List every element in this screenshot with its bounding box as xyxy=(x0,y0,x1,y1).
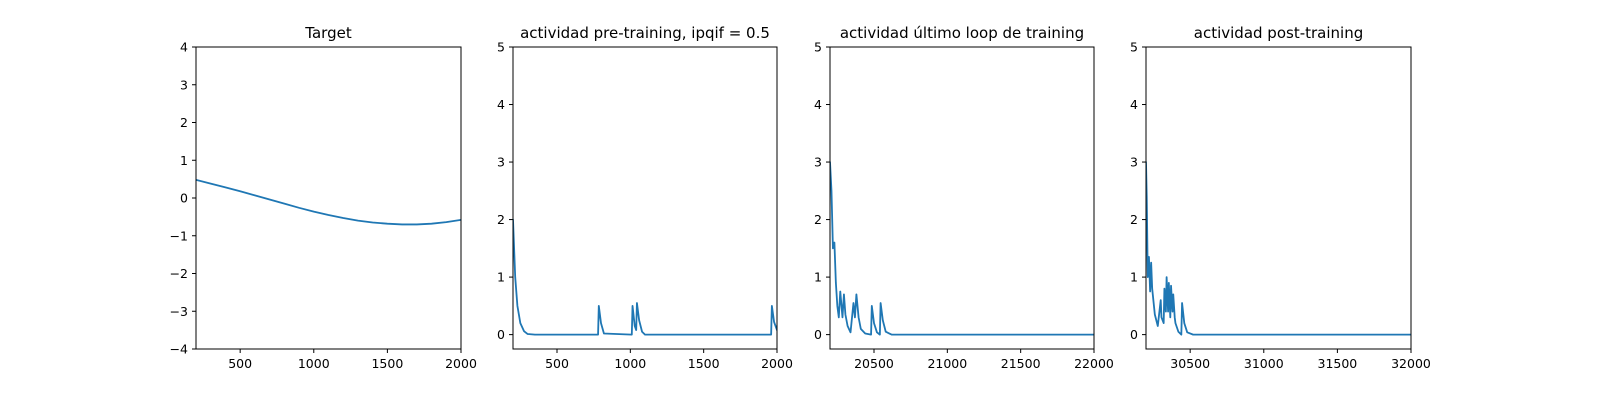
y-tick-label: 4 xyxy=(180,40,188,55)
y-tick-label: 3 xyxy=(180,77,188,92)
y-tick-label: 5 xyxy=(1130,40,1138,55)
x-tick-label: 31500 xyxy=(1318,356,1358,371)
x-tick-label: 20500 xyxy=(854,356,894,371)
chart-title: actividad pre-training, ipqif = 0.5 xyxy=(520,24,770,42)
x-tick-label: 2000 xyxy=(445,356,477,371)
axis-ticks: 500 1000 1500 2000 0 1 2 3 4 5 xyxy=(497,40,793,372)
y-tick-label: 1 xyxy=(497,270,505,285)
y-tick-label: −3 xyxy=(170,304,188,319)
x-tick-label: 21000 xyxy=(927,356,967,371)
series-group xyxy=(830,161,1094,336)
axes-frame xyxy=(829,46,1095,350)
axis-ticks: 500 1000 1500 2000 −4 −3 −2 −1 0 1 2 3 4 xyxy=(170,40,477,372)
y-tick-label: 0 xyxy=(1130,327,1138,342)
y-tick-label: −4 xyxy=(170,342,188,357)
x-tick-label: 500 xyxy=(228,356,252,371)
x-tick-label: 32000 xyxy=(1391,356,1431,371)
subplot-pre-training: actividad pre-training, ipqif = 0.5 500 1… xyxy=(497,24,793,371)
x-tick-label: 30500 xyxy=(1170,356,1210,371)
chart-title: actividad último loop de training xyxy=(840,24,1084,42)
x-tick-label: 500 xyxy=(545,356,569,371)
series-group xyxy=(1146,161,1411,336)
x-tick-label: 21500 xyxy=(1001,356,1041,371)
axis-ticks: 30500 31000 31500 32000 0 1 2 3 4 5 xyxy=(1130,40,1431,372)
chart-title: Target xyxy=(304,24,352,42)
subplot-target: Target 500 1000 1500 2000 −4 −3 −2 −1 0 1 2 3 4 xyxy=(170,24,477,371)
x-tick-label: 2000 xyxy=(761,356,793,371)
series-line xyxy=(513,218,777,336)
x-tick-label: 31000 xyxy=(1244,356,1284,371)
y-tick-label: 4 xyxy=(814,97,822,112)
y-tick-label: 5 xyxy=(497,40,505,55)
x-tick-label: 1500 xyxy=(688,356,720,371)
series-line xyxy=(196,178,461,226)
axes-frame xyxy=(195,46,462,350)
y-tick-label: 0 xyxy=(180,191,188,206)
series-group xyxy=(196,178,461,226)
y-tick-label: 2 xyxy=(180,115,188,130)
axes-frame xyxy=(512,46,778,350)
y-tick-label: 0 xyxy=(497,327,505,342)
y-tick-label: 2 xyxy=(814,212,822,227)
x-tick-label: 1000 xyxy=(614,356,646,371)
y-tick-label: 2 xyxy=(1130,212,1138,227)
chart-title: actividad post-training xyxy=(1194,24,1363,42)
y-tick-label: 1 xyxy=(1130,270,1138,285)
y-tick-label: 5 xyxy=(814,40,822,55)
y-tick-label: 3 xyxy=(497,155,505,170)
x-tick-label: 1000 xyxy=(298,356,330,371)
subplot-last-training-loop: actividad último loop de training 20500 2… xyxy=(814,24,1114,371)
y-tick-label: 4 xyxy=(497,97,505,112)
y-tick-label: 2 xyxy=(497,212,505,227)
subplot-post-training: actividad post-training 30500 31000 31500 3… xyxy=(1130,24,1431,371)
axes-frame xyxy=(1145,46,1412,350)
series-line xyxy=(830,161,1094,336)
y-tick-label: −1 xyxy=(170,228,188,243)
y-tick-label: 1 xyxy=(814,270,822,285)
series-group xyxy=(513,218,777,336)
x-tick-label: 22000 xyxy=(1074,356,1114,371)
y-tick-label: 4 xyxy=(1130,97,1138,112)
axis-ticks: 20500 21000 21500 22000 0 1 2 3 4 5 xyxy=(814,40,1114,372)
y-tick-label: 1 xyxy=(180,153,188,168)
y-tick-label: 3 xyxy=(1130,155,1138,170)
x-tick-label: 1500 xyxy=(371,356,403,371)
y-tick-label: 3 xyxy=(814,155,822,170)
y-tick-label: −2 xyxy=(170,266,188,281)
y-tick-label: 0 xyxy=(814,327,822,342)
series-line xyxy=(1146,161,1411,336)
